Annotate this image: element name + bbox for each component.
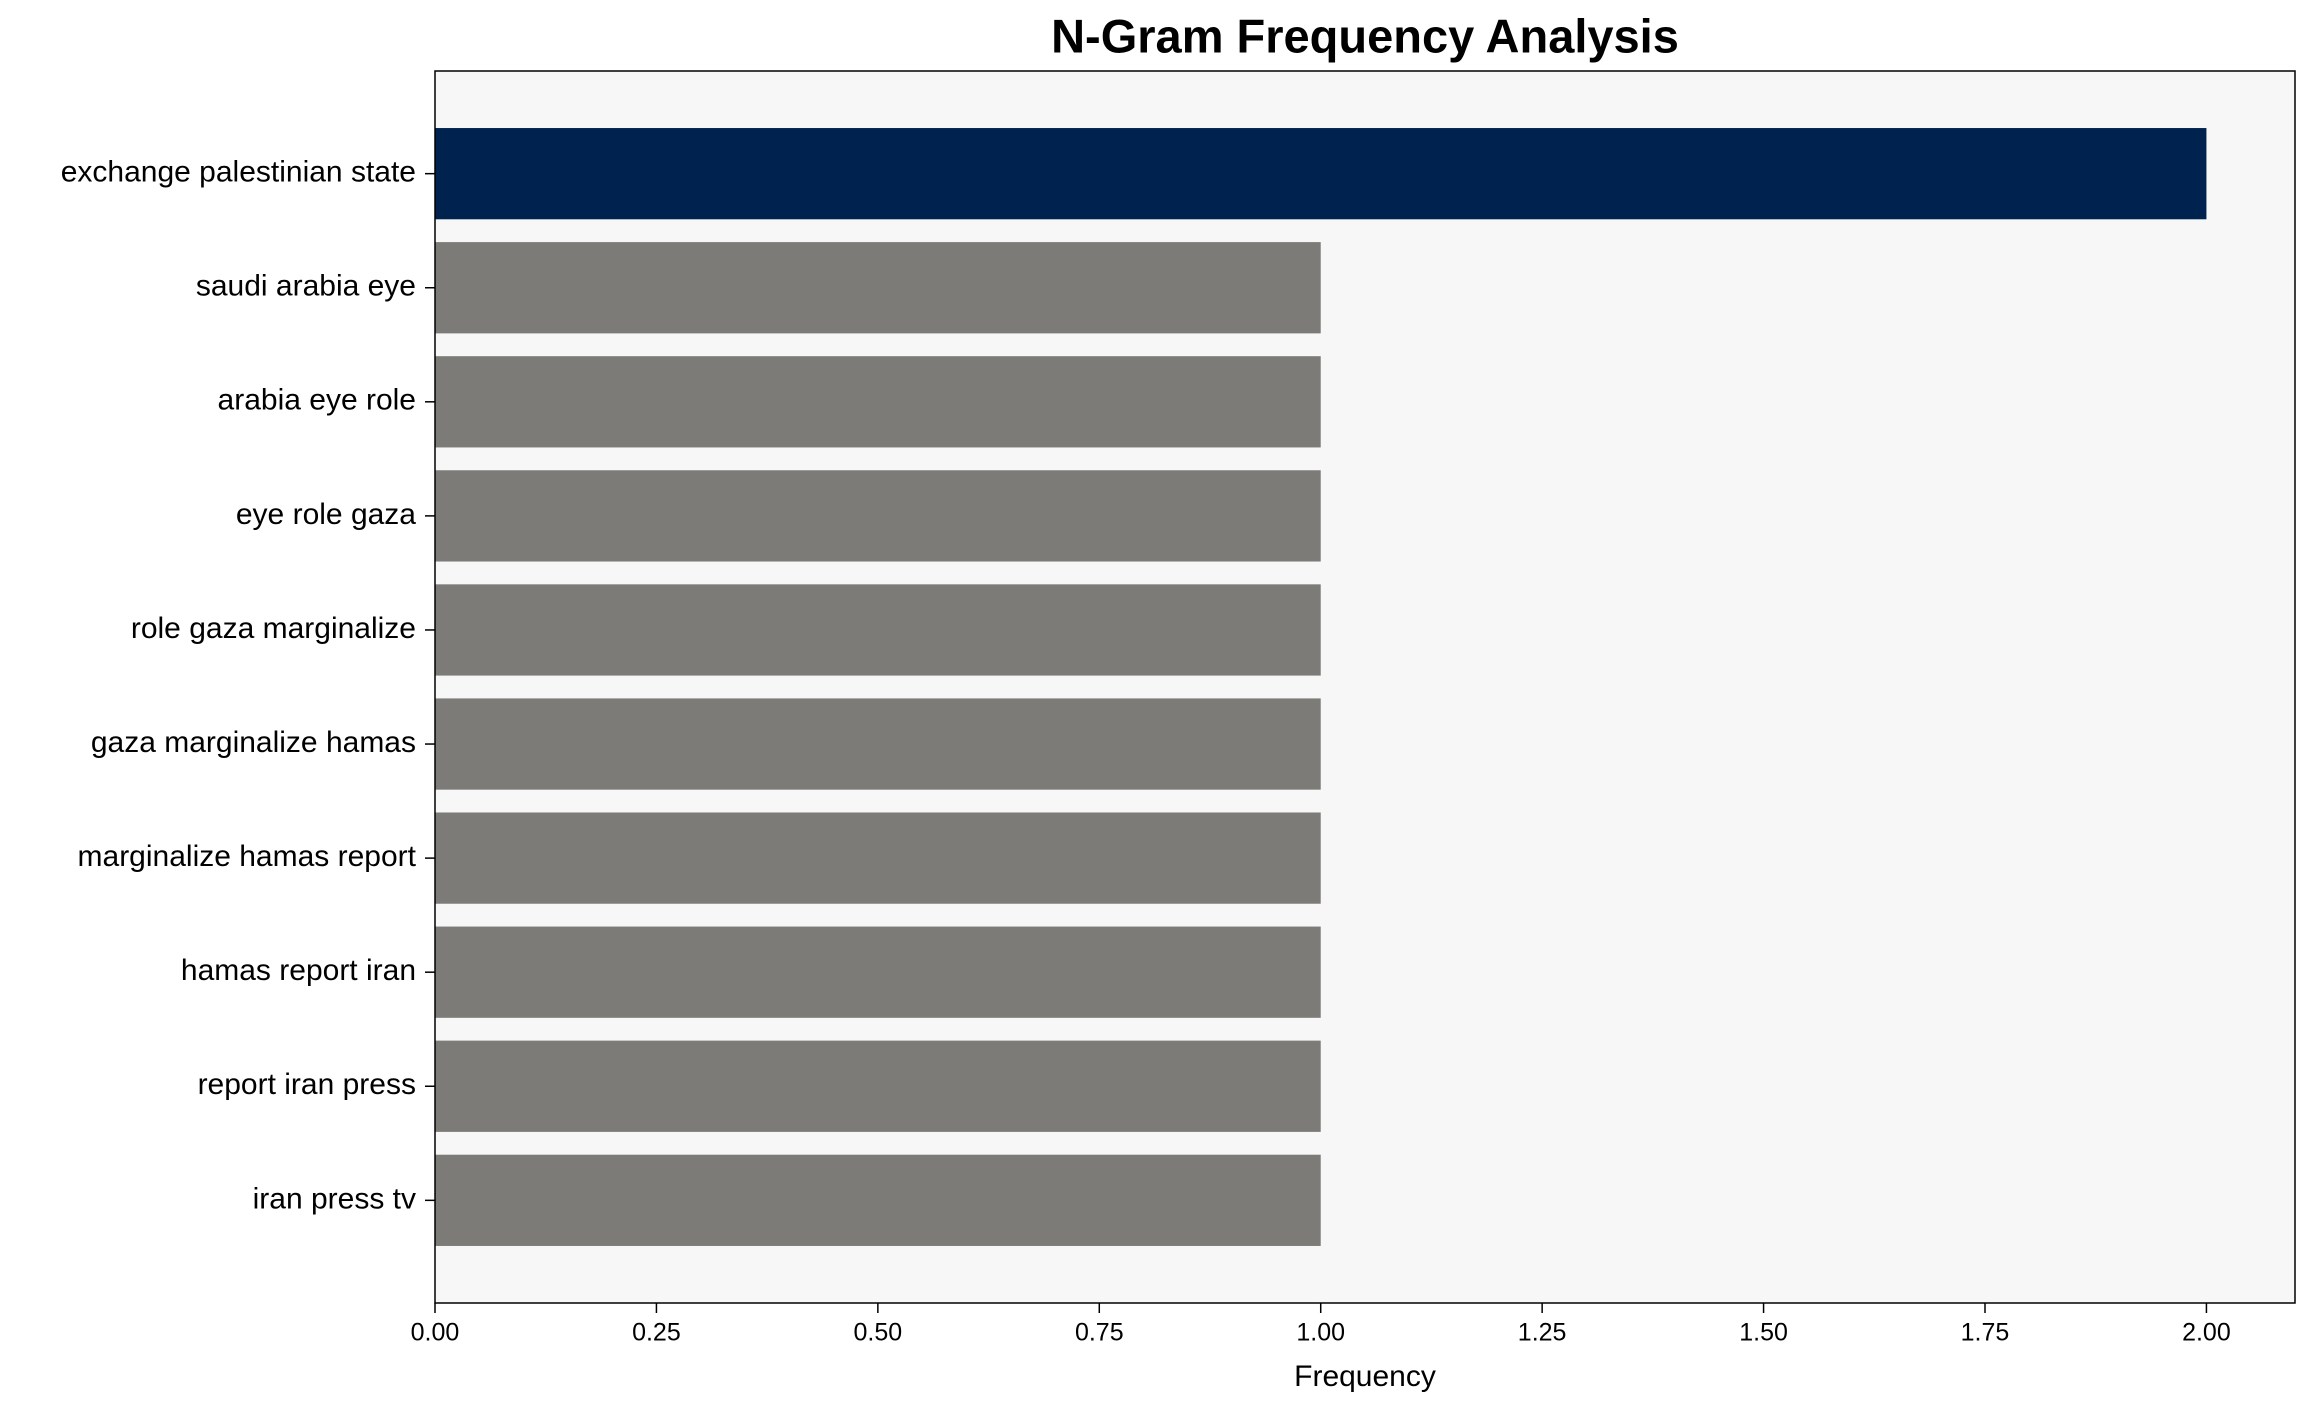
bar <box>435 470 1321 562</box>
y-tick-label: hamas report iran <box>181 954 416 987</box>
y-tick-label: iran press tv <box>253 1182 416 1215</box>
bar <box>435 242 1321 334</box>
x-tick-label: 2.00 <box>2182 1319 2231 1347</box>
x-axis-label: Frequency <box>1294 1360 1436 1393</box>
chart-title: N-Gram Frequency Analysis <box>1051 9 1679 62</box>
bar <box>435 698 1321 790</box>
y-tick-label: role gaza marginalize <box>131 612 416 645</box>
y-tick-label: exchange palestinian state <box>61 156 416 189</box>
x-tick-label: 0.75 <box>1075 1319 1124 1347</box>
bar <box>435 926 1321 1018</box>
x-tick-label: 1.75 <box>1961 1319 2010 1347</box>
bar <box>435 1154 1321 1246</box>
y-tick-label: saudi arabia eye <box>196 270 416 303</box>
x-tick-label: 0.00 <box>411 1319 460 1347</box>
bar <box>435 1040 1321 1132</box>
bar <box>435 128 2207 220</box>
bar <box>435 356 1321 448</box>
x-tick-label: 0.25 <box>632 1319 681 1347</box>
x-tick-label: 0.50 <box>854 1319 903 1347</box>
x-tick-label: 1.00 <box>1296 1319 1345 1347</box>
y-tick-label: arabia eye role <box>218 384 416 417</box>
bar <box>435 812 1321 904</box>
y-tick-label: eye role gaza <box>236 498 416 531</box>
x-tick-label: 1.50 <box>1739 1319 1788 1347</box>
y-tick-label: marginalize hamas report <box>78 840 417 873</box>
y-tick-label: report iran press <box>198 1068 416 1101</box>
plot-frame <box>434 70 2296 1304</box>
x-tick-label: 1.25 <box>1518 1319 1567 1347</box>
y-tick-label: gaza marginalize hamas <box>91 726 416 759</box>
bar <box>435 584 1321 676</box>
